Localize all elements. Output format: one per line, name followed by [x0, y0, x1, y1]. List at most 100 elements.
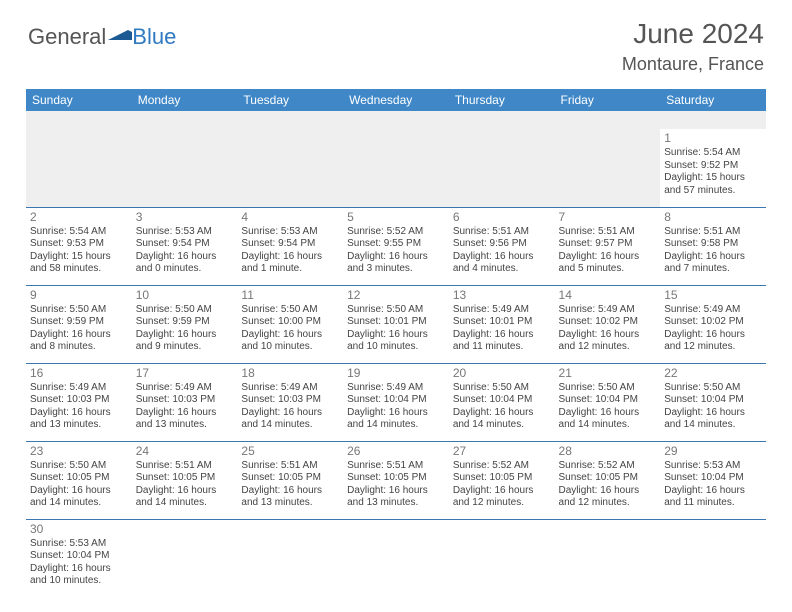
- sunset-text: Sunset: 10:05 PM: [30, 472, 128, 485]
- sunrise-text: Sunrise: 5:50 AM: [559, 382, 657, 395]
- sunrise-text: Sunrise: 5:51 AM: [136, 460, 234, 473]
- day-number: 15: [664, 288, 762, 303]
- sunset-text: Sunset: 9:59 PM: [136, 316, 234, 329]
- day-cell-10: 10Sunrise: 5:50 AMSunset: 9:59 PMDayligh…: [132, 285, 238, 363]
- day-number: 22: [664, 366, 762, 381]
- location-label: Montaure, France: [622, 54, 764, 75]
- empty-cell: [555, 129, 661, 207]
- day-number: 5: [347, 210, 445, 225]
- daylight-text: Daylight: 16 hours and 12 minutes.: [559, 485, 657, 510]
- month-title: June 2024: [622, 18, 764, 50]
- daylight-text: Daylight: 16 hours and 7 minutes.: [664, 251, 762, 276]
- day-cell-23: 23Sunrise: 5:50 AMSunset: 10:05 PMDaylig…: [26, 441, 132, 519]
- day-number: 25: [241, 444, 339, 459]
- empty-cell: [449, 129, 555, 207]
- day-cell-14: 14Sunrise: 5:49 AMSunset: 10:02 PMDaylig…: [555, 285, 661, 363]
- sunset-text: Sunset: 10:04 PM: [453, 394, 551, 407]
- daylight-text: Daylight: 16 hours and 13 minutes.: [347, 485, 445, 510]
- col-friday: Friday: [555, 89, 661, 111]
- blank-row: [26, 111, 766, 129]
- col-saturday: Saturday: [660, 89, 766, 111]
- sunrise-text: Sunrise: 5:51 AM: [347, 460, 445, 473]
- daylight-text: Daylight: 16 hours and 3 minutes.: [347, 251, 445, 276]
- daylight-text: Daylight: 16 hours and 0 minutes.: [136, 251, 234, 276]
- logo-text-blue: Blue: [132, 24, 176, 50]
- daylight-text: Daylight: 15 hours and 58 minutes.: [30, 251, 128, 276]
- sunset-text: Sunset: 10:03 PM: [30, 394, 128, 407]
- day-number: 26: [347, 444, 445, 459]
- day-number: 29: [664, 444, 762, 459]
- daylight-text: Daylight: 16 hours and 12 minutes.: [559, 329, 657, 354]
- sunset-text: Sunset: 10:02 PM: [664, 316, 762, 329]
- sunrise-text: Sunrise: 5:54 AM: [30, 226, 128, 239]
- daylight-text: Daylight: 16 hours and 9 minutes.: [136, 329, 234, 354]
- sunset-text: Sunset: 10:03 PM: [136, 394, 234, 407]
- day-cell-15: 15Sunrise: 5:49 AMSunset: 10:02 PMDaylig…: [660, 285, 766, 363]
- day-cell-16: 16Sunrise: 5:49 AMSunset: 10:03 PMDaylig…: [26, 363, 132, 441]
- sunrise-text: Sunrise: 5:50 AM: [453, 382, 551, 395]
- sunset-text: Sunset: 9:52 PM: [664, 160, 762, 173]
- day-cell-25: 25Sunrise: 5:51 AMSunset: 10:05 PMDaylig…: [237, 441, 343, 519]
- empty-cell: [26, 129, 132, 207]
- day-cell-19: 19Sunrise: 5:49 AMSunset: 10:04 PMDaylig…: [343, 363, 449, 441]
- day-cell-5: 5Sunrise: 5:52 AMSunset: 9:55 PMDaylight…: [343, 207, 449, 285]
- sunset-text: Sunset: 10:02 PM: [559, 316, 657, 329]
- week-row-2: 2Sunrise: 5:54 AMSunset: 9:53 PMDaylight…: [26, 207, 766, 285]
- day-number: 1: [664, 131, 762, 146]
- sunset-text: Sunset: 9:56 PM: [453, 238, 551, 251]
- day-cell-8: 8Sunrise: 5:51 AMSunset: 9:58 PMDaylight…: [660, 207, 766, 285]
- empty-cell: [660, 519, 766, 597]
- sunset-text: Sunset: 9:54 PM: [136, 238, 234, 251]
- week-row-1: 1 Sunrise: 5:54 AM Sunset: 9:52 PM Dayli…: [26, 129, 766, 207]
- daylight-text: Daylight: 16 hours and 4 minutes.: [453, 251, 551, 276]
- day-number: 14: [559, 288, 657, 303]
- day-cell-6: 6Sunrise: 5:51 AMSunset: 9:56 PMDaylight…: [449, 207, 555, 285]
- daylight-text: Daylight: 16 hours and 14 minutes.: [136, 485, 234, 510]
- sunset-text: Sunset: 10:04 PM: [664, 394, 762, 407]
- day-cell-12: 12Sunrise: 5:50 AMSunset: 10:01 PMDaylig…: [343, 285, 449, 363]
- daylight-text: Daylight: 16 hours and 14 minutes.: [241, 407, 339, 432]
- day-number: 9: [30, 288, 128, 303]
- col-thursday: Thursday: [449, 89, 555, 111]
- sunrise-text: Sunrise: 5:49 AM: [664, 304, 762, 317]
- sunrise-text: Sunrise: 5:49 AM: [453, 304, 551, 317]
- sunrise-text: Sunrise: 5:52 AM: [453, 460, 551, 473]
- sunrise-text: Sunrise: 5:49 AM: [347, 382, 445, 395]
- sunrise-text: Sunrise: 5:50 AM: [241, 304, 339, 317]
- sunset-text: Sunset: 10:05 PM: [136, 472, 234, 485]
- calendar-table: Sunday Monday Tuesday Wednesday Thursday…: [26, 89, 766, 597]
- daylight-text: Daylight: 16 hours and 12 minutes.: [453, 485, 551, 510]
- sunset-text: Sunset: 10:04 PM: [559, 394, 657, 407]
- daylight-text: Daylight: 16 hours and 11 minutes.: [453, 329, 551, 354]
- day-number: 20: [453, 366, 551, 381]
- sunrise-text: Sunrise: 5:50 AM: [347, 304, 445, 317]
- sunrise-text: Sunrise: 5:50 AM: [664, 382, 762, 395]
- sunrise-text: Sunrise: 5:49 AM: [30, 382, 128, 395]
- empty-cell: [237, 129, 343, 207]
- daylight-text: Daylight: 16 hours and 10 minutes.: [30, 563, 128, 588]
- daylight-text: Daylight: 16 hours and 14 minutes.: [559, 407, 657, 432]
- sunrise-text: Sunrise: 5:53 AM: [136, 226, 234, 239]
- sunset-text: Sunset: 10:04 PM: [347, 394, 445, 407]
- empty-cell: [237, 519, 343, 597]
- sunset-text: Sunset: 10:05 PM: [347, 472, 445, 485]
- sunrise-text: Sunrise: 5:53 AM: [241, 226, 339, 239]
- col-wednesday: Wednesday: [343, 89, 449, 111]
- sunset-text: Sunset: 9:59 PM: [30, 316, 128, 329]
- day-number: 12: [347, 288, 445, 303]
- day-cell-22: 22Sunrise: 5:50 AMSunset: 10:04 PMDaylig…: [660, 363, 766, 441]
- day-cell-26: 26Sunrise: 5:51 AMSunset: 10:05 PMDaylig…: [343, 441, 449, 519]
- sunrise-text: Sunrise: 5:54 AM: [664, 147, 762, 160]
- day-number: 11: [241, 288, 339, 303]
- day-cell-2: 2Sunrise: 5:54 AMSunset: 9:53 PMDaylight…: [26, 207, 132, 285]
- weekday-header-row: Sunday Monday Tuesday Wednesday Thursday…: [26, 89, 766, 111]
- daylight-text: Daylight: 16 hours and 5 minutes.: [559, 251, 657, 276]
- day-number: 24: [136, 444, 234, 459]
- day-number: 4: [241, 210, 339, 225]
- day-cell-28: 28Sunrise: 5:52 AMSunset: 10:05 PMDaylig…: [555, 441, 661, 519]
- day-number: 7: [559, 210, 657, 225]
- day-number: 18: [241, 366, 339, 381]
- sunset-text: Sunset: 9:55 PM: [347, 238, 445, 251]
- day-number: 13: [453, 288, 551, 303]
- sunrise-text: Sunrise: 5:51 AM: [241, 460, 339, 473]
